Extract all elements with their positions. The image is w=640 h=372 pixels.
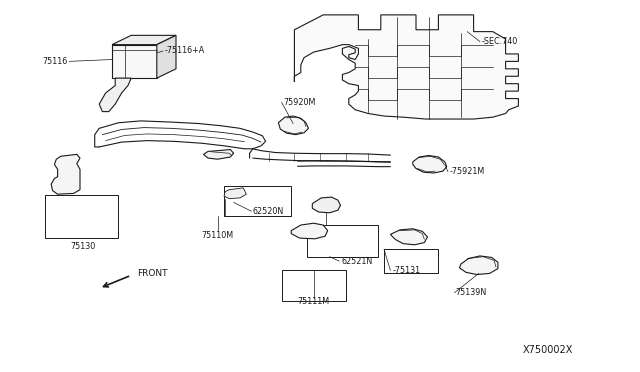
Circle shape bbox=[482, 263, 491, 268]
Text: 75130: 75130 bbox=[70, 242, 96, 251]
Polygon shape bbox=[99, 78, 131, 112]
Text: 62520N: 62520N bbox=[253, 207, 284, 216]
Text: 75139N: 75139N bbox=[456, 288, 487, 297]
Text: -75116+A: -75116+A bbox=[164, 46, 205, 55]
Text: X750002X: X750002X bbox=[522, 345, 573, 355]
Polygon shape bbox=[460, 256, 498, 275]
Polygon shape bbox=[51, 154, 80, 194]
Circle shape bbox=[319, 201, 334, 209]
Bar bbox=[224, 186, 291, 216]
Polygon shape bbox=[312, 197, 340, 213]
Polygon shape bbox=[291, 223, 328, 239]
Polygon shape bbox=[157, 35, 176, 78]
Text: -75921M: -75921M bbox=[450, 167, 485, 176]
Bar bbox=[45, 195, 118, 238]
Polygon shape bbox=[390, 229, 428, 245]
Polygon shape bbox=[112, 35, 176, 45]
Text: 75116: 75116 bbox=[42, 57, 67, 66]
Polygon shape bbox=[413, 155, 447, 173]
Text: 75110M: 75110M bbox=[202, 231, 234, 240]
Polygon shape bbox=[224, 188, 246, 199]
Bar bbox=[282, 270, 346, 301]
Polygon shape bbox=[278, 116, 308, 135]
Polygon shape bbox=[204, 150, 234, 159]
Text: -75131: -75131 bbox=[392, 266, 420, 275]
Polygon shape bbox=[294, 15, 518, 119]
Circle shape bbox=[468, 264, 477, 269]
Text: 75111M: 75111M bbox=[298, 297, 330, 306]
Text: 62521N: 62521N bbox=[341, 257, 372, 266]
Text: 75920M: 75920M bbox=[283, 98, 316, 107]
Circle shape bbox=[120, 51, 148, 68]
Bar bbox=[384, 249, 438, 273]
Polygon shape bbox=[112, 45, 157, 78]
Bar bbox=[307, 225, 378, 257]
Text: FRONT: FRONT bbox=[138, 269, 168, 278]
Text: -SEC.740: -SEC.740 bbox=[482, 37, 518, 46]
